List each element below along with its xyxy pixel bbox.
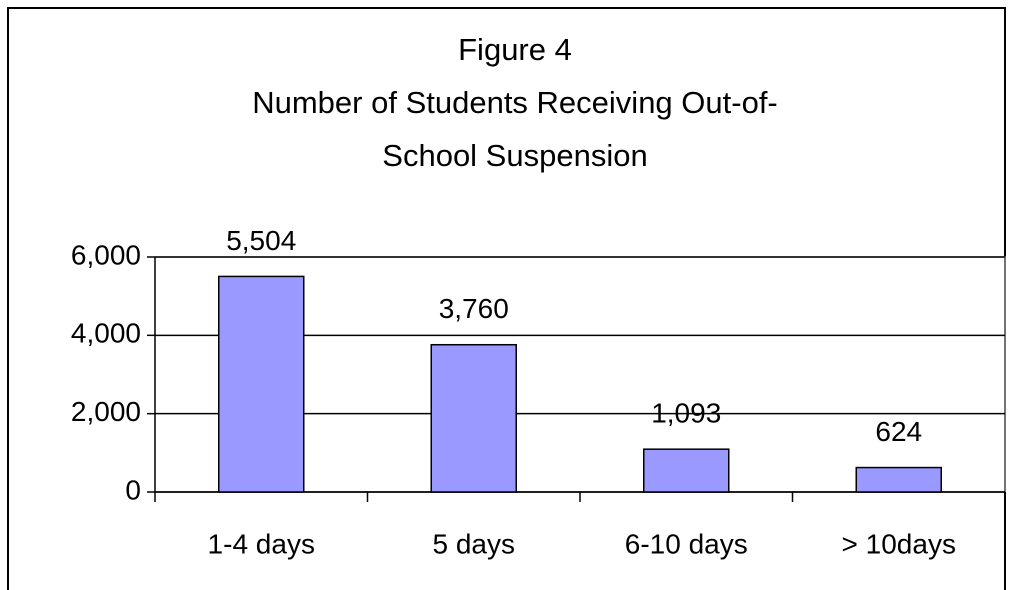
bar	[218, 275, 305, 493]
bar	[855, 466, 942, 493]
data-label: 624	[875, 416, 922, 447]
bar	[430, 343, 517, 493]
data-label: 3,760	[439, 293, 509, 324]
chart-title: Number of Students Receiving Out-of-	[252, 85, 778, 120]
x-tick-label: 1-4 days	[208, 528, 315, 559]
y-tick-label: 0	[125, 474, 141, 505]
data-label: 5,504	[226, 225, 296, 256]
data-label: 1,093	[651, 398, 721, 429]
x-tick-label: 6-10 days	[625, 528, 748, 559]
chart-title: Figure 4	[458, 32, 572, 67]
y-tick-label: 2,000	[71, 396, 141, 427]
y-tick-label: 4,000	[71, 318, 141, 349]
x-tick-label: 5 days	[433, 528, 516, 559]
x-tick-label: > 10days	[842, 528, 956, 559]
bar	[643, 448, 730, 493]
chart-title: School Suspension	[382, 138, 647, 173]
y-tick-label: 6,000	[71, 239, 141, 270]
